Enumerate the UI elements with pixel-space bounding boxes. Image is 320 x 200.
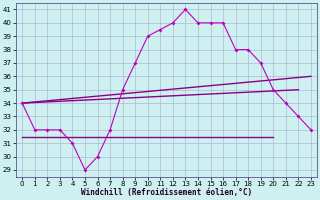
X-axis label: Windchill (Refroidissement éolien,°C): Windchill (Refroidissement éolien,°C) bbox=[81, 188, 252, 197]
